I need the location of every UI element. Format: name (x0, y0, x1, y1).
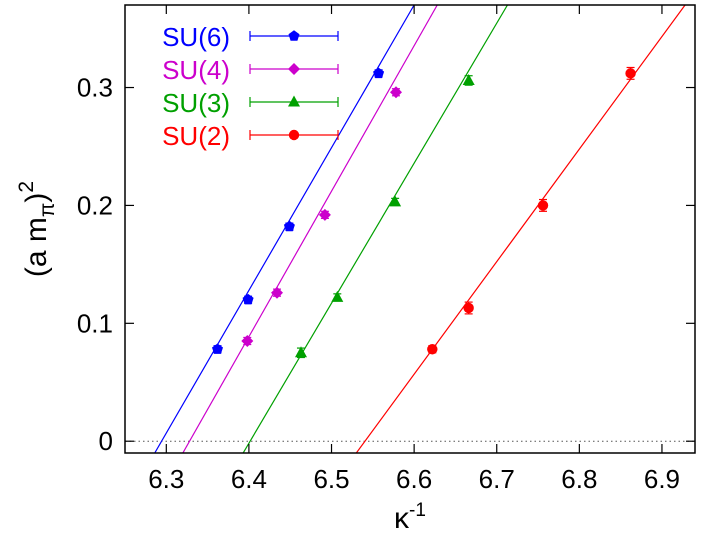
x-tick-label: 6.3 (148, 464, 184, 494)
data-point (462, 74, 475, 85)
legend-marker (288, 30, 300, 41)
axis-ticks: 6.3 6.4 6.5 6.6 6.7 6.8 6.9 0 0.1 0.2 0.3 (77, 5, 695, 494)
data-point (318, 208, 331, 221)
data-point (283, 220, 295, 232)
x-axis-title: κ-1 (394, 500, 426, 535)
x-tick-label: 6.8 (561, 464, 597, 494)
y-axis-title-pre: (a m (20, 217, 53, 277)
x-tick-label: 6.4 (231, 464, 267, 494)
fit-lines (154, 5, 686, 453)
legend-marker (288, 95, 300, 107)
legend: SU(6)SU(4)SU(3)SU(2) (162, 22, 339, 151)
data-point (463, 302, 474, 314)
y-axis-title: (a mπ)2 (15, 181, 59, 277)
legend-label: SU(4) (162, 55, 230, 85)
data-point (242, 293, 254, 305)
data-point (390, 86, 402, 99)
data-point (537, 200, 549, 211)
data-point (331, 290, 344, 302)
fit-line (154, 5, 415, 453)
data-point (373, 67, 385, 79)
data-point (212, 343, 223, 354)
plot-frame (124, 4, 696, 454)
y-tick-label: 0 (99, 426, 113, 456)
data-point (389, 195, 402, 207)
y-tick-label: 0.3 (77, 73, 113, 103)
x-tick-label: 6.9 (644, 464, 680, 494)
data-point (625, 68, 636, 79)
data-points (212, 66, 636, 359)
data-point (295, 346, 307, 358)
x-tick-label: 6.7 (479, 464, 515, 494)
y-tick-label: 0.1 (77, 308, 113, 338)
legend-label: SU(2) (162, 121, 230, 151)
x-axis-title-base: κ (394, 502, 410, 535)
fit-line (355, 5, 686, 453)
legend-marker (288, 129, 300, 141)
x-axis-title-sup: -1 (409, 500, 426, 521)
data-point (271, 286, 283, 299)
legend-marker (288, 63, 300, 75)
y-axis-title-sub: π (36, 203, 59, 218)
y-tick-label: 0.2 (77, 190, 113, 220)
data-point (241, 335, 254, 347)
fit-line (242, 5, 508, 453)
data-point (427, 344, 438, 355)
y-axis-title-sup: 2 (15, 181, 38, 193)
y-axis-title-post: ) (20, 193, 53, 203)
legend-label: SU(6) (162, 22, 230, 52)
x-tick-label: 6.6 (396, 464, 432, 494)
fit-line (182, 5, 438, 453)
legend-label: SU(3) (162, 88, 230, 118)
x-tick-label: 6.5 (313, 464, 349, 494)
